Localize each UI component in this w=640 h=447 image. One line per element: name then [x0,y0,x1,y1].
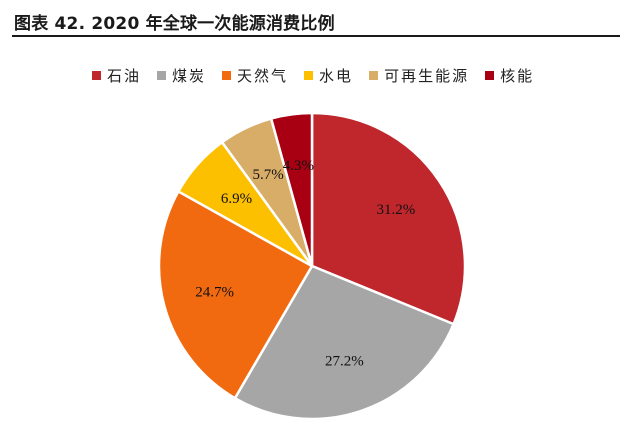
legend-label-4: 可再生能源 [384,67,470,85]
pie-slice-5 [269,111,314,268]
legend-item-1: 煤炭 [157,65,206,86]
legend-swatch-3 [304,71,314,80]
legend-swatch-2 [222,71,232,80]
slice-label-2: 24.7% [195,285,234,301]
legend-item-3: 水电 [304,65,353,86]
chart-legend: 石油 煤炭 天然气 水电 可再生能源 核能 [92,65,550,86]
pie-slice-1 [233,264,455,421]
legend-item-2: 天然气 [222,65,288,86]
legend-label-5: 核能 [500,67,535,85]
slice-label-0: 31.2% [377,202,416,218]
legend-swatch-4 [369,71,379,80]
legend-label-0: 石油 [107,67,142,85]
pie-slice-2 [157,190,314,400]
slice-label-3: 6.9% [221,191,252,207]
legend-swatch-0 [92,71,101,80]
legend-item-0: 石油 [92,65,141,86]
title-rule [12,35,620,37]
legend-item-5: 核能 [485,65,534,86]
legend-item-4: 可再生能源 [369,65,469,86]
legend-swatch-1 [157,71,167,80]
legend-label-3: 水电 [319,67,354,85]
legend-swatch-5 [485,71,495,80]
slice-label-1: 27.2% [325,354,364,370]
slice-label-4: 5.7% [252,167,283,183]
legend-label-1: 煤炭 [172,67,207,85]
pie-slice-0 [310,111,467,326]
figure-title: 图表 42. 2020 年全球一次能源消费比例 [14,14,335,34]
legend-label-2: 天然气 [237,67,289,85]
slice-label-5: 4.3% [283,158,314,174]
